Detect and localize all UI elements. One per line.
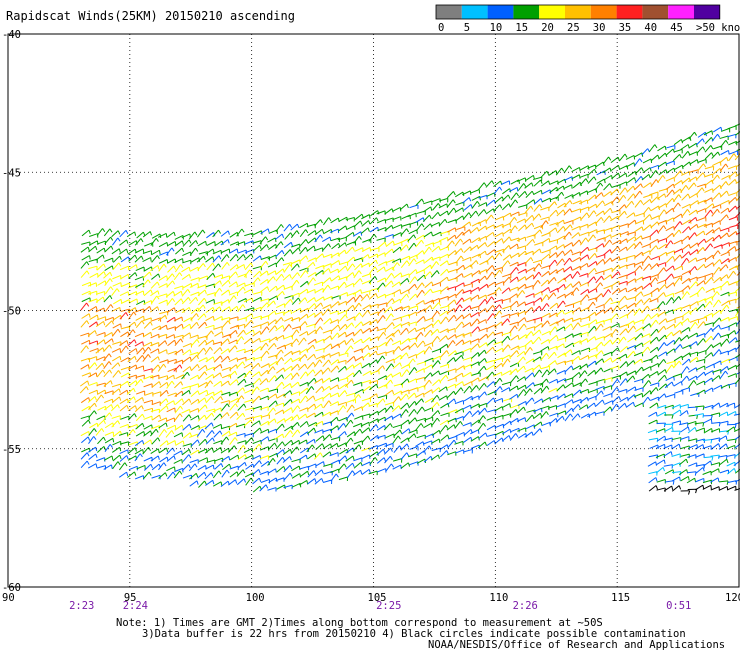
wind-barb	[252, 289, 253, 293]
wind-barb	[338, 269, 339, 273]
wind-barb	[121, 324, 122, 328]
wind-barb	[619, 323, 620, 327]
wind-barb	[587, 191, 588, 195]
wind-barb	[424, 260, 425, 264]
legend-label: 30	[593, 22, 606, 34]
legend-label: 10	[490, 22, 503, 34]
wind-barb	[456, 294, 457, 298]
wind-barb	[338, 393, 339, 397]
wind-barb	[370, 247, 371, 251]
wind-barb	[401, 465, 402, 469]
wind-barb	[580, 351, 581, 355]
wind-barb	[96, 464, 97, 468]
wind-barb	[166, 325, 167, 329]
wind-barb	[400, 290, 401, 294]
wind-barb	[198, 283, 199, 287]
wind-barb	[96, 373, 97, 377]
wind-barb	[541, 190, 542, 194]
wind-barb	[486, 320, 487, 324]
wind-barb	[572, 394, 573, 398]
legend-label: 40	[644, 22, 657, 34]
wind-barb	[299, 399, 300, 403]
legend-swatch	[591, 5, 617, 19]
legend-label: 20	[541, 22, 554, 34]
wind-barb	[385, 278, 386, 282]
wind-barb	[494, 225, 495, 229]
wind-barb	[526, 269, 527, 273]
wind-barb	[517, 187, 518, 191]
legend-swatch	[539, 5, 565, 19]
legend-swatch	[436, 5, 462, 19]
wind-barb	[525, 385, 526, 389]
wind-barb	[369, 263, 370, 267]
legend-label: 35	[619, 22, 632, 34]
wind-barb	[213, 465, 214, 469]
wind-barb	[353, 283, 354, 287]
legend-label: 25	[567, 22, 580, 34]
wind-barb	[455, 228, 456, 232]
wind-barb	[674, 226, 675, 230]
wind-barb	[579, 175, 580, 179]
legend-swatch	[488, 5, 514, 19]
wind-barb	[144, 316, 145, 320]
wind-barb	[291, 310, 292, 314]
legend-label: 0	[438, 22, 444, 34]
wind-barb	[447, 204, 448, 208]
wind-barb	[510, 404, 511, 408]
legend-label: 45	[670, 22, 683, 34]
legend-label: 15	[515, 22, 528, 34]
wind-barb	[207, 390, 208, 394]
wind-barb	[322, 421, 323, 425]
legend-swatch	[513, 5, 539, 19]
wind-barb	[137, 299, 138, 303]
wind-barb	[175, 241, 176, 245]
wind-barb	[471, 405, 472, 409]
legend-swatch	[617, 5, 643, 19]
legend-swatch	[668, 5, 694, 19]
wind-barb	[175, 441, 176, 445]
wind-barb	[400, 372, 401, 376]
wind-barb	[182, 317, 183, 321]
wind-barb	[409, 364, 410, 368]
wind-barb	[423, 393, 424, 397]
legend-label: 5	[464, 22, 470, 34]
wind-barb	[158, 349, 159, 353]
wind-barb	[129, 373, 130, 377]
wind-barb	[331, 305, 332, 309]
wind-barb	[510, 355, 511, 359]
wind-barb	[682, 266, 683, 270]
legend-swatch	[642, 5, 668, 19]
legend-swatch	[565, 5, 591, 19]
wind-barb	[245, 283, 246, 287]
wind-barb	[283, 335, 284, 339]
wind-barb	[580, 167, 581, 171]
wind-barb	[502, 372, 503, 376]
wind-barb	[215, 241, 216, 245]
wind-barb	[182, 433, 183, 437]
legend-swatch	[694, 5, 720, 19]
wind-barb	[167, 350, 168, 354]
wind-barb	[369, 215, 370, 219]
wind-barb	[213, 316, 214, 320]
wind-barb	[182, 459, 183, 463]
wind-barb	[183, 259, 184, 263]
legend-label: >50 knots	[696, 22, 740, 34]
wind-barb	[198, 375, 199, 379]
wind-barb	[416, 312, 417, 316]
wind-barb	[151, 258, 152, 262]
legend-swatch	[462, 5, 488, 19]
wind-barb	[486, 295, 487, 299]
wind-barb	[143, 249, 144, 253]
